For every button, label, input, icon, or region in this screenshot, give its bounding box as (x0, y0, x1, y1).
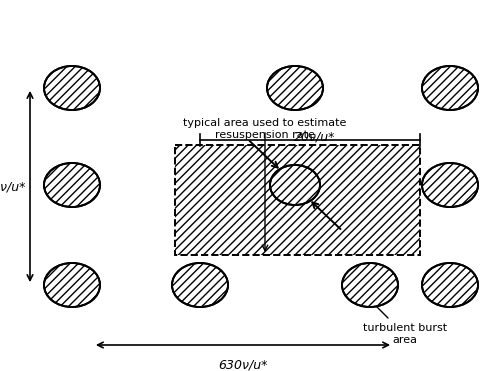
Bar (175, 145, 420, 255)
Ellipse shape (422, 163, 478, 207)
Text: 20ν/u*: 20ν/u* (294, 131, 336, 144)
Text: 630ν/u*: 630ν/u* (218, 358, 268, 371)
Text: typical area used to estimate
resuspension rate: typical area used to estimate resuspensi… (184, 118, 346, 139)
Ellipse shape (44, 163, 100, 207)
Ellipse shape (267, 66, 323, 110)
Ellipse shape (342, 263, 398, 307)
Text: 135ν/u*: 135ν/u* (0, 180, 26, 193)
Ellipse shape (172, 263, 228, 307)
Ellipse shape (422, 263, 478, 307)
Ellipse shape (44, 66, 100, 110)
Text: turbulent burst
area: turbulent burst area (363, 324, 447, 345)
Ellipse shape (422, 66, 478, 110)
Bar (175, 145, 420, 255)
Ellipse shape (44, 263, 100, 307)
Ellipse shape (270, 165, 320, 205)
